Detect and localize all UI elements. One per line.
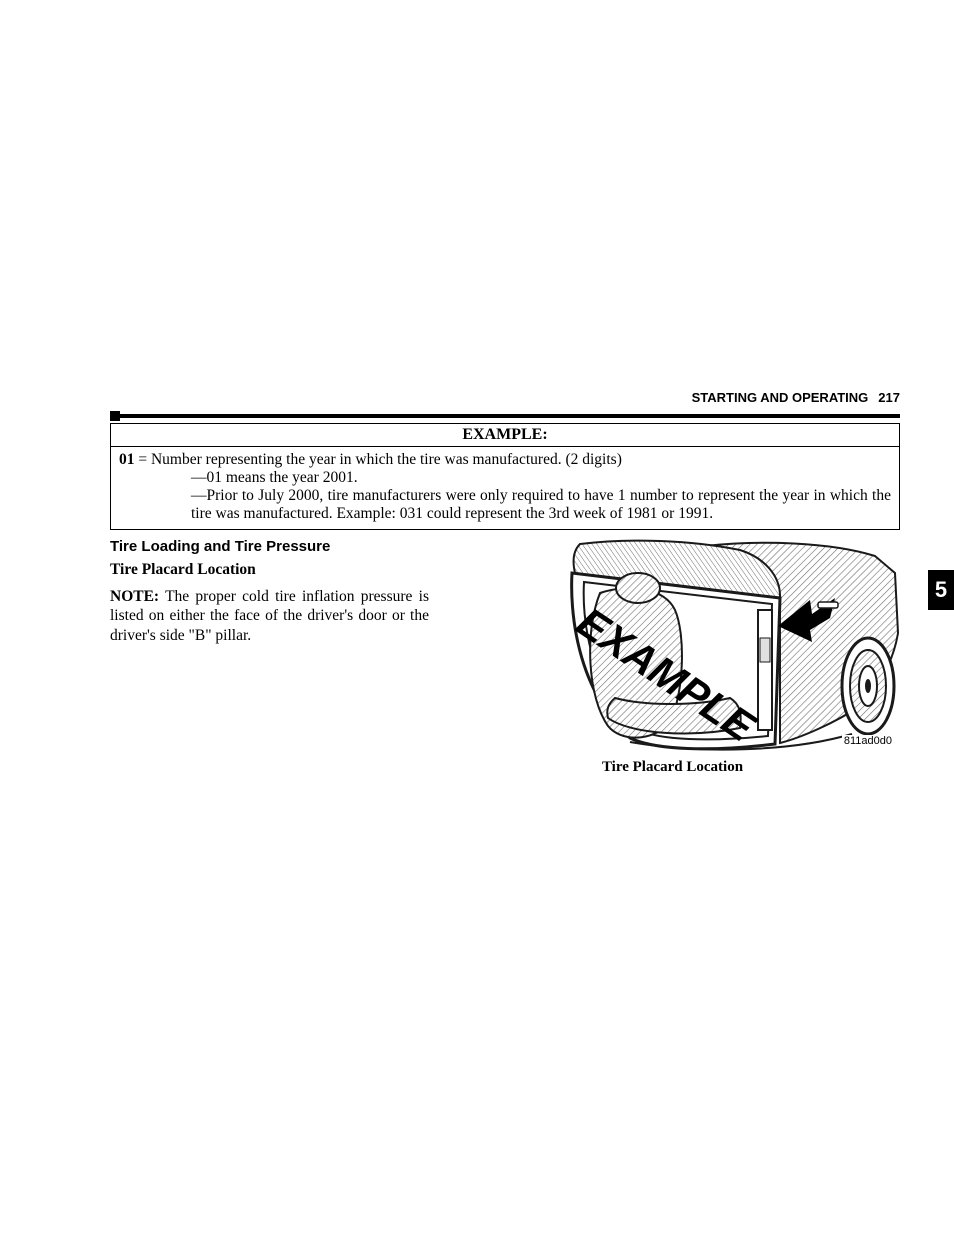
example-line-3: —Prior to July 2000, tire manufacturers … (191, 487, 891, 523)
note-paragraph: NOTE: The proper cold tire inflation pre… (110, 587, 429, 645)
header-rule (110, 411, 900, 421)
page-number: 217 (878, 390, 900, 405)
header-rule-square (110, 411, 120, 421)
heading-tire-loading: Tire Loading and Tire Pressure (110, 538, 429, 555)
running-header: STARTING AND OPERATING 217 (110, 390, 900, 405)
chapter-tab: 5 (928, 570, 954, 610)
note-label: NOTE: (110, 588, 159, 605)
figure-tire-placard: EXAMPLE 811ad0d0 (480, 538, 900, 753)
figure-image-code: 811ad0d0 (842, 735, 894, 747)
heading-tire-placard-location: Tire Placard Location (110, 561, 429, 579)
header-rule-bar (120, 414, 900, 418)
example-bold-01: 01 (119, 451, 135, 468)
example-box: EXAMPLE: 01 = Number representing the ye… (110, 423, 900, 530)
example-title: EXAMPLE: (111, 424, 899, 447)
figure-svg (480, 538, 900, 753)
example-line-2: —01 means the year 2001. (191, 469, 891, 487)
example-body: 01 = Number representing the year in whi… (111, 447, 899, 529)
example-line-1: 01 = Number representing the year in whi… (119, 451, 891, 469)
chapter-number: 5 (935, 577, 947, 603)
figure-caption: Tire Placard Location (445, 759, 900, 776)
example-line-1-rest: = Number representing the year in which … (135, 451, 622, 468)
section-title: STARTING AND OPERATING (692, 390, 869, 405)
